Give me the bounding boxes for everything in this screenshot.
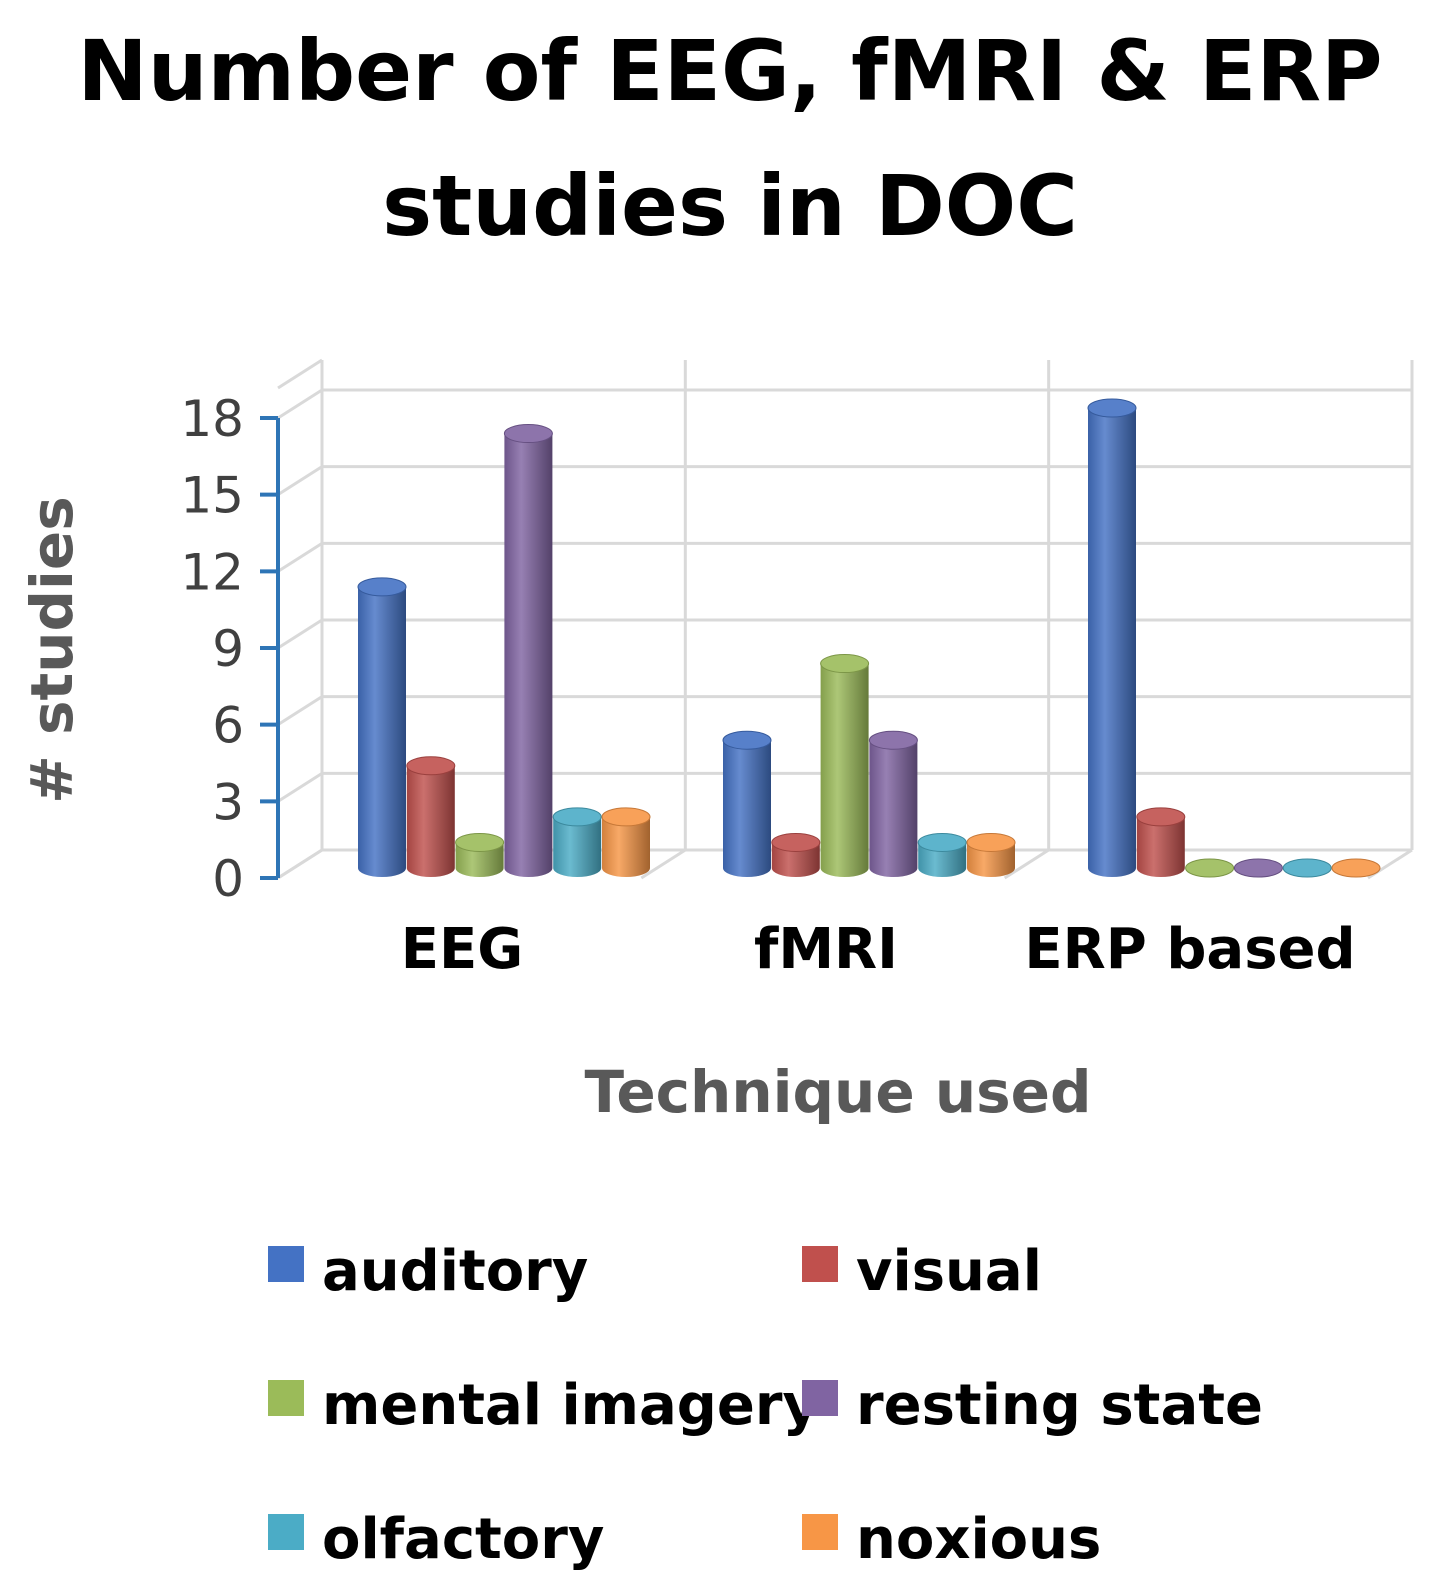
y-tick-label-6: 18 <box>180 390 244 448</box>
bar-noxious-fMRI <box>966 832 1016 877</box>
x-tick-label-0: EEG <box>401 917 523 982</box>
legend-swatch <box>802 1246 838 1282</box>
bar-top <box>1233 858 1283 878</box>
bar-body <box>504 433 553 877</box>
bar-body <box>406 765 455 877</box>
gridline-side-3 <box>277 618 323 650</box>
bar-body <box>602 816 650 877</box>
gridline-side-top <box>277 358 323 390</box>
legend-item-noxious: noxious <box>802 1507 1101 1572</box>
bars <box>357 398 1381 878</box>
legend-label: resting state <box>856 1373 1263 1438</box>
x-tick-label-2: ERP based <box>1024 917 1355 982</box>
bar-body <box>869 740 918 877</box>
bar-visual-ERP-based <box>1136 807 1186 877</box>
bar-top <box>357 577 407 597</box>
y-axis-label: # studies <box>18 496 86 804</box>
bar-visual-fMRI <box>771 832 821 877</box>
floor-line-2 <box>1003 848 1050 880</box>
chart-title-line-2: studies in DOC <box>382 157 1078 255</box>
bar-resting-state-EEG <box>503 424 553 877</box>
bar-top <box>552 807 602 827</box>
bar-body <box>1136 816 1185 877</box>
legend-swatch <box>268 1380 304 1416</box>
legend-swatch <box>802 1380 838 1416</box>
bar-top <box>601 807 651 827</box>
legend-item-auditory: auditory <box>268 1239 588 1304</box>
y-axis: 0 3 6 9 12 15 18 <box>180 390 280 908</box>
y-tick-label-5: 15 <box>180 467 244 525</box>
bar-top <box>917 832 967 852</box>
gridline-side-6 <box>277 388 323 420</box>
gridline-side-5 <box>277 465 323 496</box>
bar-mental-imagery-ERP-based <box>1185 858 1235 878</box>
bar-body <box>1088 408 1136 877</box>
gridline-side-1 <box>277 772 323 803</box>
x-axis-ticks: EEG fMRI ERP based <box>401 917 1356 982</box>
floor-line-0 <box>277 848 323 880</box>
bar-top <box>1185 858 1235 878</box>
bar-top <box>868 730 918 750</box>
y-tick-label-4: 12 <box>180 543 244 601</box>
bar-body <box>967 842 1015 877</box>
y-tick-label-0: 0 <box>212 850 244 908</box>
bar-top <box>406 756 456 776</box>
y-tick-label-2: 6 <box>212 697 244 755</box>
bar-visual-EEG <box>406 756 456 877</box>
bar-top <box>771 832 821 852</box>
legend-label: noxious <box>856 1507 1101 1572</box>
bar-olfactory-fMRI <box>917 832 967 877</box>
bar-noxious-ERP-based <box>1331 858 1381 878</box>
bar-body <box>553 816 602 877</box>
bar-resting-state-ERP-based <box>1233 858 1283 878</box>
bar-top <box>1136 807 1186 827</box>
bar-noxious-EEG <box>601 807 651 877</box>
y-tick-label-3: 9 <box>212 620 244 678</box>
legend-label: auditory <box>322 1239 588 1304</box>
legend-item-resting-state: resting state <box>802 1373 1263 1438</box>
bar-body <box>455 842 504 877</box>
bar-top <box>966 832 1016 852</box>
chart-title-line-1: Number of EEG, fMRI & ERP <box>77 22 1382 120</box>
legend-label: olfactory <box>322 1507 604 1572</box>
legend-swatch <box>802 1514 838 1550</box>
bar-top <box>1087 398 1137 418</box>
gridline-side-4 <box>277 542 323 573</box>
x-tick-label-1: fMRI <box>754 917 898 982</box>
bar-top <box>503 424 553 444</box>
x-axis-label: Technique used <box>584 1058 1091 1126</box>
bar-body <box>771 842 820 877</box>
legend-item-olfactory: olfactory <box>268 1507 604 1572</box>
legend-item-mental-imagery: mental imagery <box>268 1373 819 1438</box>
floor-line-1 <box>640 848 687 880</box>
bar-top <box>1282 858 1332 878</box>
legend-label: mental imagery <box>322 1373 819 1438</box>
bar-auditory-EEG <box>357 577 407 877</box>
legend-item-visual: visual <box>802 1239 1042 1304</box>
bar-body <box>820 663 869 877</box>
bar-olfactory-EEG <box>552 807 602 877</box>
bar-auditory-ERP-based <box>1087 398 1137 877</box>
y-tick-label-1: 3 <box>212 773 244 831</box>
bar-body <box>358 586 406 877</box>
bar-top <box>455 832 505 852</box>
bar-top <box>820 654 870 674</box>
bar-top <box>1331 858 1381 878</box>
bar-top <box>722 730 772 750</box>
bar-body <box>918 842 967 877</box>
legend-swatch <box>268 1514 304 1550</box>
legend-swatch <box>268 1246 304 1282</box>
legend: auditory visual mental imagery resting stat… <box>268 1239 1263 1572</box>
bar-body <box>723 740 771 877</box>
bar-resting-state-fMRI <box>868 730 918 877</box>
legend-label: visual <box>856 1239 1042 1304</box>
bar-auditory-fMRI <box>722 730 772 877</box>
bar-olfactory-ERP-based <box>1282 858 1332 878</box>
gridline-side-2 <box>277 695 323 726</box>
bar-mental-imagery-fMRI <box>820 654 870 877</box>
bar-mental-imagery-EEG <box>455 832 505 877</box>
